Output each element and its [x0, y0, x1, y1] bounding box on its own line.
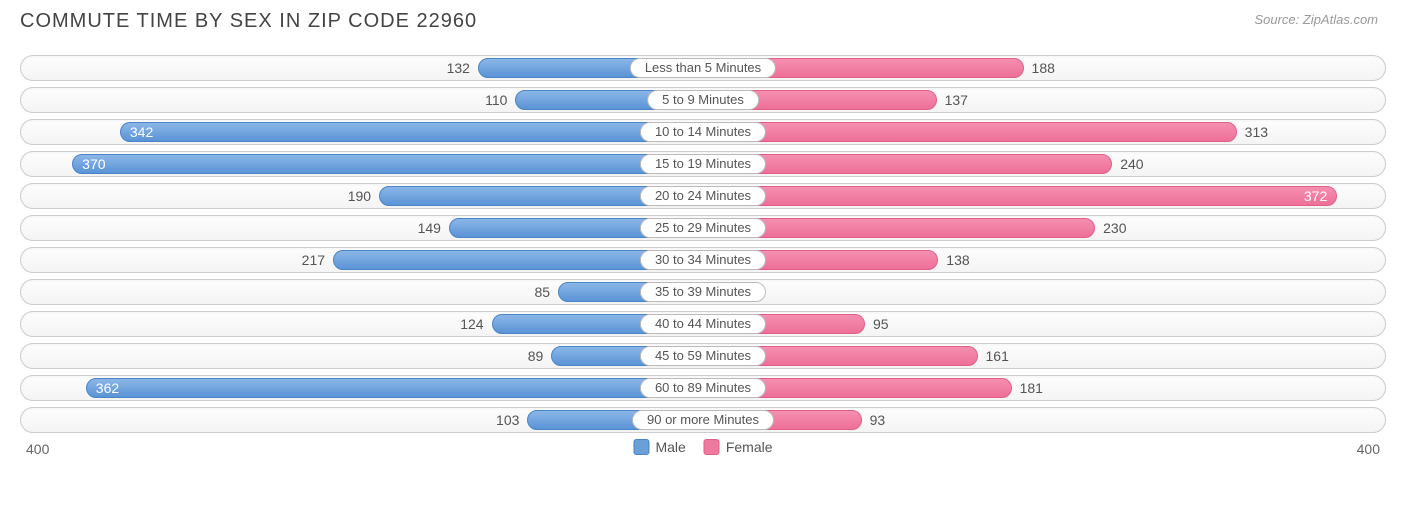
male-value: 103: [496, 408, 527, 432]
category-label: 90 or more Minutes: [632, 410, 774, 430]
female-bar: [703, 122, 1237, 142]
male-value: 342: [120, 120, 703, 144]
female-value: 240: [1112, 152, 1143, 176]
legend-label-male: Male: [655, 439, 685, 455]
male-value: 149: [418, 216, 449, 240]
chart-row: 190 37220 to 24 Minutes: [20, 183, 1386, 209]
category-label: 40 to 44 Minutes: [640, 314, 766, 334]
chart-row: 362 181 60 to 89 Minutes: [20, 375, 1386, 401]
male-value: 217: [302, 248, 333, 272]
category-label: 5 to 9 Minutes: [647, 90, 759, 110]
chart-row: 89 161 45 to 59 Minutes: [20, 343, 1386, 369]
chart-footer: 400 Male Female 400: [20, 439, 1386, 463]
legend-label-female: Female: [726, 439, 773, 455]
male-value: 190: [348, 184, 379, 208]
chart-row: 124 95 40 to 44 Minutes: [20, 311, 1386, 337]
category-label: 10 to 14 Minutes: [640, 122, 766, 142]
category-label: 60 to 89 Minutes: [640, 378, 766, 398]
chart-row: 851435 to 39 Minutes: [20, 279, 1386, 305]
chart-row: 132 188 Less than 5 Minutes: [20, 55, 1386, 81]
axis-max-right: 400: [1357, 441, 1380, 457]
male-swatch-icon: [633, 439, 649, 455]
female-value: 137: [937, 88, 968, 112]
male-value: 89: [528, 344, 552, 368]
legend-item-male: Male: [633, 439, 685, 455]
chart-row: 149 230 25 to 29 Minutes: [20, 215, 1386, 241]
category-label: 35 to 39 Minutes: [640, 282, 766, 302]
legend-item-female: Female: [704, 439, 773, 455]
legend: Male Female: [633, 439, 772, 455]
chart-body: 132 188 Less than 5 Minutes 110 137 5 to 9 Mi…: [20, 55, 1386, 433]
male-value: 124: [460, 312, 491, 336]
male-value: 132: [447, 56, 478, 80]
male-value: 370: [72, 152, 703, 176]
chart-row: 103 93 90 or more Minutes: [20, 407, 1386, 433]
chart-row: 370 240 15 to 19 Minutes: [20, 151, 1386, 177]
chart-row: 110 137 5 to 9 Minutes: [20, 87, 1386, 113]
female-value: 93: [862, 408, 886, 432]
male-value: 110: [485, 88, 515, 112]
female-value: 95: [865, 312, 889, 336]
female-value: 372: [703, 184, 1337, 208]
female-value: 181: [1012, 376, 1043, 400]
chart-container: COMMUTE TIME BY SEX IN ZIP CODE 22960 So…: [0, 0, 1406, 522]
axis-max-left: 400: [26, 441, 49, 457]
category-label: 30 to 34 Minutes: [640, 250, 766, 270]
male-value: 362: [86, 376, 703, 400]
source-attribution: Source: ZipAtlas.com: [1254, 12, 1378, 27]
male-value: 85: [535, 280, 559, 304]
female-value: 230: [1095, 216, 1126, 240]
female-value: 138: [938, 248, 969, 272]
female-value: 161: [978, 344, 1009, 368]
female-value: 313: [1237, 120, 1268, 144]
category-label: 20 to 24 Minutes: [640, 186, 766, 206]
chart-row: 217 138 30 to 34 Minutes: [20, 247, 1386, 273]
chart-title: COMMUTE TIME BY SEX IN ZIP CODE 22960: [20, 10, 1386, 33]
category-label: 25 to 29 Minutes: [640, 218, 766, 238]
category-label: 15 to 19 Minutes: [640, 154, 766, 174]
female-swatch-icon: [704, 439, 720, 455]
chart-row: 342 313 10 to 14 Minutes: [20, 119, 1386, 145]
category-label: Less than 5 Minutes: [630, 58, 776, 78]
category-label: 45 to 59 Minutes: [640, 346, 766, 366]
female-value: 188: [1024, 56, 1055, 80]
